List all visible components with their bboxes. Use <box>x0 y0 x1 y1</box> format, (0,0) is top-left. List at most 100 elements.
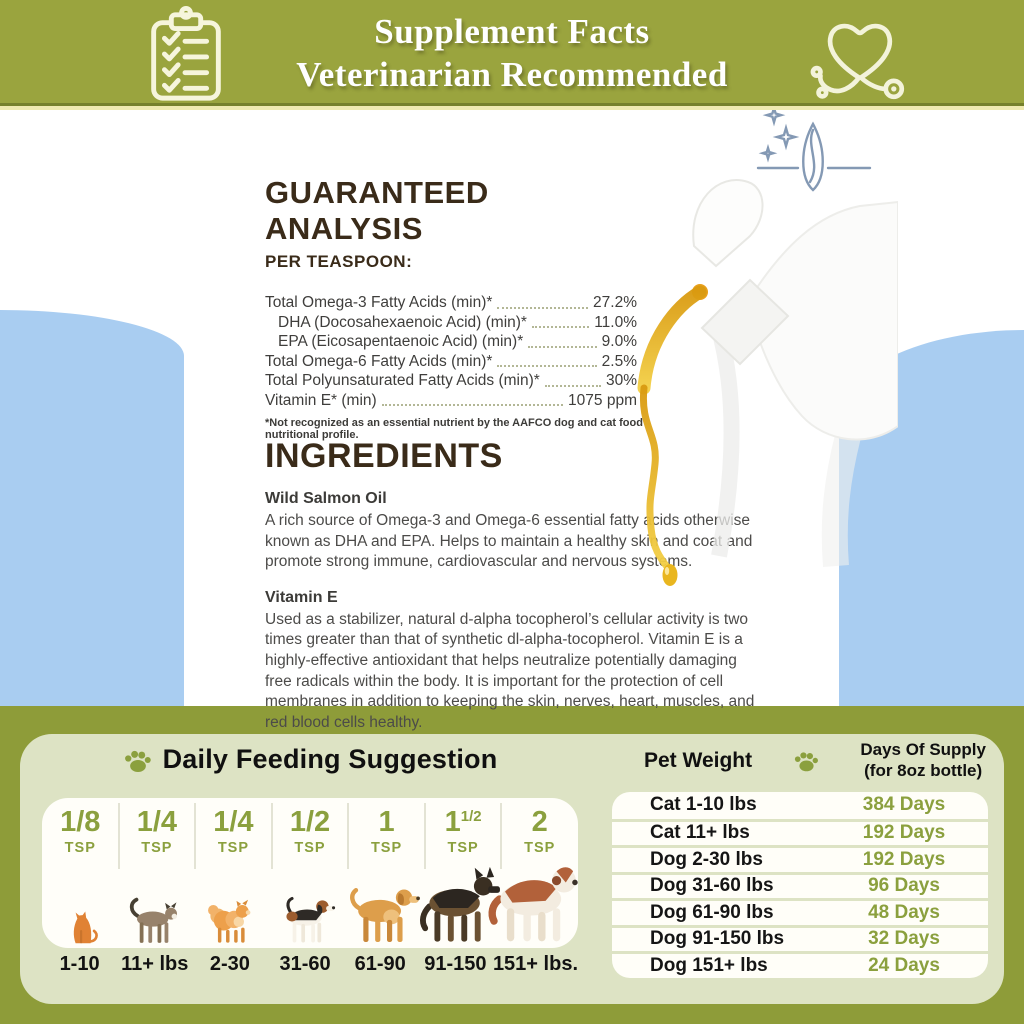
feeding-dose-column: 11/2 TSP <box>420 798 502 948</box>
nutrient-value: 11.0% <box>594 313 637 331</box>
banner-title: Supplement Facts Veterinarian Recommende… <box>296 10 728 97</box>
paw-icon <box>123 747 153 773</box>
dotted-leader <box>531 326 590 328</box>
supply-row: Dog 2-30 lbs 192 Days <box>612 845 988 872</box>
nutrient-label: Total Polyunsaturated Fatty Acids (min)* <box>265 372 540 389</box>
analysis-row: Total Polyunsaturated Fatty Acids (min)*… <box>265 371 637 391</box>
supply-row: Cat 11+ lbs 192 Days <box>612 818 988 845</box>
dose-unit: TSP <box>294 840 326 856</box>
analysis-footnote: *Not recognized as an essential nutrient… <box>265 417 643 441</box>
dose-unit: TSP <box>141 840 173 856</box>
dotted-leader <box>544 384 601 387</box>
guaranteed-analysis-section: GUARANTEED ANALYSIS PER TEASPOON: Total … <box>265 175 650 441</box>
label-body: GUARANTEED ANALYSIS PER TEASPOON: Total … <box>0 115 1024 731</box>
nutrient-label: Total Omega-6 Fatty Acids (min)* <box>265 352 493 370</box>
dotted-leader <box>381 404 564 406</box>
supply-header: Pet Weight Days Of Supply (for 8oz bottl… <box>616 740 990 781</box>
ingredients-section: INGREDIENTS Wild Salmon Oil A rich source… <box>265 437 757 733</box>
ingredient-description: A rich source of Omega-3 and Omega-6 ess… <box>265 512 753 571</box>
ingredient-items: Wild Salmon Oil A rich source of Omega-3 … <box>265 490 757 733</box>
ingredient-description: Used as a stabilizer, natural d-alpha to… <box>265 610 755 731</box>
nutrient-value: 27.2% <box>593 294 637 311</box>
supply-pet-weight: Dog 2-30 lbs <box>650 848 763 870</box>
weight-label: 91-150 <box>424 953 487 975</box>
dog-beagle-illustration <box>273 883 347 945</box>
weight-label: 11+ lbs <box>121 953 189 975</box>
supply-days-value: 24 Days <box>868 954 940 976</box>
cat-walking-illustration <box>124 891 189 945</box>
feeding-title-text: Daily Feeding Suggestion <box>162 744 498 774</box>
dose-unit: TSP <box>370 840 403 856</box>
decor-blue-right <box>839 330 1024 706</box>
supply-row: Dog 151+ lbs 24 Days <box>612 951 988 978</box>
banner: Supplement Facts Veterinarian Recommende… <box>0 0 1024 110</box>
nutrient-value: 1075 ppm <box>568 391 637 409</box>
nutrient-value: 9.0% <box>601 333 637 350</box>
supply-row: Dog 61-90 lbs 48 Days <box>612 898 988 925</box>
nutrient-label: EPA (Eicosapentaenoic Acid) (min)* <box>278 333 524 350</box>
days-of-supply-label: Days Of Supply (for 8oz bottle) <box>860 740 986 780</box>
decor-blue-left <box>0 310 184 706</box>
pet-weight-label: Pet Weight <box>644 748 753 772</box>
supply-pet-weight: Dog 61-90 lbs <box>650 901 774 923</box>
supply-row: Dog 91-150 lbs 32 Days <box>612 924 988 951</box>
weight-label: 31-60 <box>279 953 331 975</box>
feeding-dose-column: 1/2 TSP <box>272 798 349 948</box>
banner-title-line1: Supplement Facts <box>374 11 650 51</box>
supply-pet-weight: Cat 11+ lbs <box>650 822 750 844</box>
weight-label: 2-30 <box>209 953 250 975</box>
feeding-dose-column: 2 TSP <box>488 798 578 948</box>
ingredient-item: Wild Salmon Oil A rich source of Omega-3 … <box>265 490 757 573</box>
dose-amount: 1/8 <box>60 806 101 838</box>
ingredients-heading: INGREDIENTS <box>265 437 503 475</box>
supply-days-value: 96 Days <box>868 875 940 897</box>
feeding-dose-column: 1/4 TSP <box>119 798 196 948</box>
dotted-leader <box>528 345 597 348</box>
dotted-leader <box>497 365 597 367</box>
days-of-supply-table: Cat 1-10 lbs 384 Days Cat 11+ lbs 192 Days D… <box>612 792 988 978</box>
supply-days-value: 384 Days <box>862 794 946 816</box>
feeding-footer: Daily Feeding Suggestion 1/8 TSP 1/4 TSP 1/4… <box>0 706 1024 1024</box>
analysis-row: Total Omega-3 Fatty Acids (min)* 27.2% <box>265 293 637 313</box>
supply-pet-weight: Dog 91-150 lbs <box>650 928 785 950</box>
nutrient-value: 2.5% <box>601 352 637 370</box>
dog-stbernard-illustration <box>485 853 595 945</box>
ingredient-item: Vitamin E Used as a stabilizer, natural d… <box>265 589 757 734</box>
ingredient-name: Vitamin E <box>265 588 338 606</box>
dose-amount: 1/4 <box>136 806 178 838</box>
analysis-row: Vitamin E* (min) 1075 ppm <box>265 391 637 411</box>
dog-small-illustration <box>199 887 269 945</box>
feeding-panel: Daily Feeding Suggestion 1/8 TSP 1/4 TSP 1/4… <box>20 734 1004 1004</box>
analysis-rows: Total Omega-3 Fatty Acids (min)* 27.2% DHA… <box>265 293 637 410</box>
cat-sitting-illustration <box>54 901 107 945</box>
supply-days-value: 192 Days <box>862 822 946 844</box>
feeding-weight-labels: 1-10 11+ lbs 2-30 31-60 61-90 91-150 151+ lbs. <box>42 953 578 976</box>
nutrient-label: DHA (Docosahexaenoic Acid) (min)* <box>278 313 527 331</box>
dose-unit: TSP <box>217 840 250 856</box>
dose-unit: TSP <box>447 840 479 856</box>
feeding-dose-column: 1/8 TSP <box>42 798 120 948</box>
weight-label: 151+ lbs. <box>492 953 578 975</box>
ingredient-name: Wild Salmon Oil <box>265 490 387 507</box>
supply-row: Dog 31-60 lbs 96 Days <box>612 871 988 898</box>
heart-stethoscope-icon <box>800 8 918 102</box>
paw-icon <box>793 749 820 772</box>
nutrient-value: 30% <box>605 372 637 389</box>
feeding-title: Daily Feeding Suggestion <box>50 744 570 775</box>
supply-pet-weight: Dog 151+ lbs <box>650 954 768 976</box>
dose-amount: 2 <box>531 806 548 838</box>
supply-days-value: 192 Days <box>862 848 946 870</box>
supply-days-value: 32 Days <box>868 928 940 950</box>
dose-unit: TSP <box>64 840 96 856</box>
dose-amount: 11/2 <box>444 806 482 838</box>
supply-pet-weight: Dog 31-60 lbs <box>650 875 774 897</box>
analysis-row: DHA (Docosahexaenoic Acid) (min)* 11.0% <box>265 313 637 333</box>
dog-shepherd-illustration <box>413 861 514 945</box>
weight-label: 61-90 <box>354 953 406 975</box>
analysis-row: EPA (Eicosapentaenoic Acid) (min)* 9.0% <box>265 332 637 352</box>
analysis-subheading: PER TEASPOON: <box>265 252 413 271</box>
supply-days-value: 48 Days <box>868 901 940 923</box>
nutrient-label: Vitamin E* (min) <box>265 391 377 409</box>
dose-amount: 1 <box>378 806 395 838</box>
weight-label: 1-10 <box>59 953 100 975</box>
